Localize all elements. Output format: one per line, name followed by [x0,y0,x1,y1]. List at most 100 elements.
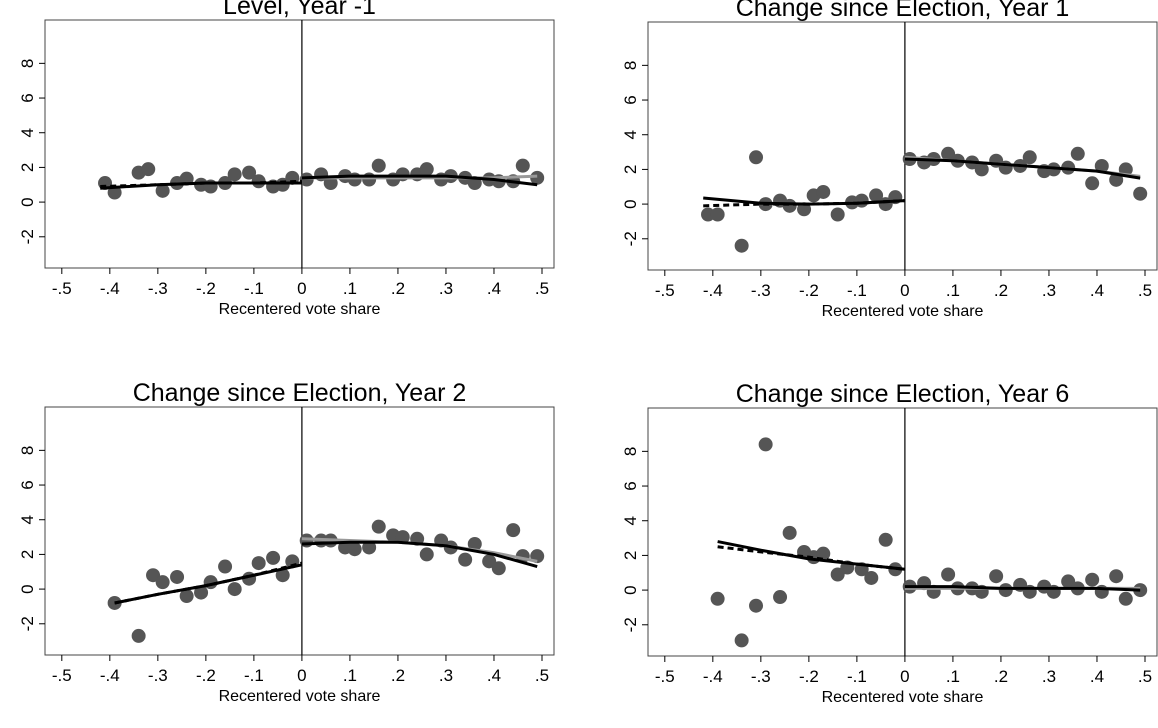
y-tick-label: 6 [621,481,640,490]
panel-title: Change since Election, Year 2 [133,379,467,407]
point [1094,158,1109,173]
point [758,437,773,452]
x-tick-label: .1 [946,667,960,686]
point [1109,172,1124,187]
point [227,167,242,182]
point [515,158,530,173]
point [506,523,521,538]
point [251,174,266,189]
y-tick-label: 4 [621,130,640,139]
x-tick-label: .3 [1042,281,1056,300]
y-tick-label: 0 [621,585,640,594]
x-tick-label: -.3 [751,667,771,686]
point [419,162,434,177]
y-tick-label: 6 [18,480,37,489]
y-tick-label: 2 [621,165,640,174]
plot-frame [647,21,1158,271]
point [491,561,506,576]
point [458,552,473,567]
point [998,583,1013,598]
panel-title: Change since Election, Year 1 [736,0,1070,22]
point [869,188,884,203]
y-tick-label: 2 [621,551,640,560]
x-axis-label: Recentered vote share [822,303,984,320]
x-tick-label: .5 [535,279,549,298]
point [251,556,266,571]
fit-line [703,196,905,206]
x-tick-label: .3 [439,279,453,298]
point [146,568,161,583]
x-tick-label: .4 [1090,281,1104,300]
x-tick-label: .3 [1042,667,1056,686]
point [782,525,797,540]
point [467,537,482,552]
point [347,542,362,557]
x-tick-label: -.5 [655,281,675,300]
point [155,575,170,590]
x-tick-label: -.2 [196,279,216,298]
point [797,202,812,217]
point [749,598,764,613]
x-tick-label: -.2 [799,281,819,300]
x-tick-label: .5 [1138,667,1152,686]
point [1109,569,1124,584]
x-tick-label: -.1 [244,666,264,685]
y-tick-label: 2 [18,550,37,559]
x-tick-label: -.4 [100,666,120,685]
x-tick-label: 0 [297,279,306,298]
x-tick-label: -.3 [148,279,168,298]
point [179,589,194,604]
fit-line [904,585,1141,592]
x-tick-label: .4 [487,279,501,298]
point [170,569,185,584]
point [141,162,156,177]
point [701,207,716,222]
point [974,162,989,177]
x-tick-label: -.1 [847,281,867,300]
x-tick-label: .4 [487,666,501,685]
fit-line [100,181,302,190]
x-axis-label: Recentered vote share [822,689,984,706]
x-tick-label: .2 [994,667,1008,686]
y-tick-label: 0 [621,199,640,208]
y-tick-label: 0 [18,584,37,593]
x-tick-label: -.2 [799,667,819,686]
y-tick-label: 6 [18,93,37,102]
point [816,184,831,199]
point [419,547,434,562]
point [854,193,869,208]
point [362,540,377,555]
plot-frame [647,407,1158,657]
fit-line [717,540,906,571]
point [227,582,242,597]
x-tick-label: -.3 [148,666,168,685]
fit-line [301,174,538,187]
point [371,519,386,534]
point [155,183,170,198]
point [1085,572,1100,587]
x-tick-label: .5 [1138,281,1152,300]
x-tick-label: .2 [391,666,405,685]
point [830,567,845,582]
x-tick-label: -.2 [196,666,216,685]
x-tick-label: -.1 [847,667,867,686]
x-tick-label: 0 [297,666,306,685]
point [242,165,257,180]
x-tick-label: .3 [439,666,453,685]
x-tick-label: 0 [900,281,909,300]
point [734,238,749,253]
point [1085,176,1100,191]
x-tick-label: -.5 [655,667,675,686]
panel: Level, Year -1 Recentered vote share -.5 -.… [18,0,555,318]
point [941,567,956,582]
point [275,568,290,583]
y-tick-label: -2 [621,231,640,246]
point [830,207,845,222]
x-tick-label: .1 [343,279,357,298]
x-tick-label: -.1 [244,279,264,298]
point [1118,591,1133,606]
point [749,150,764,165]
x-tick-label: .1 [343,666,357,685]
y-tick-label: 4 [18,128,37,137]
point [710,591,725,606]
